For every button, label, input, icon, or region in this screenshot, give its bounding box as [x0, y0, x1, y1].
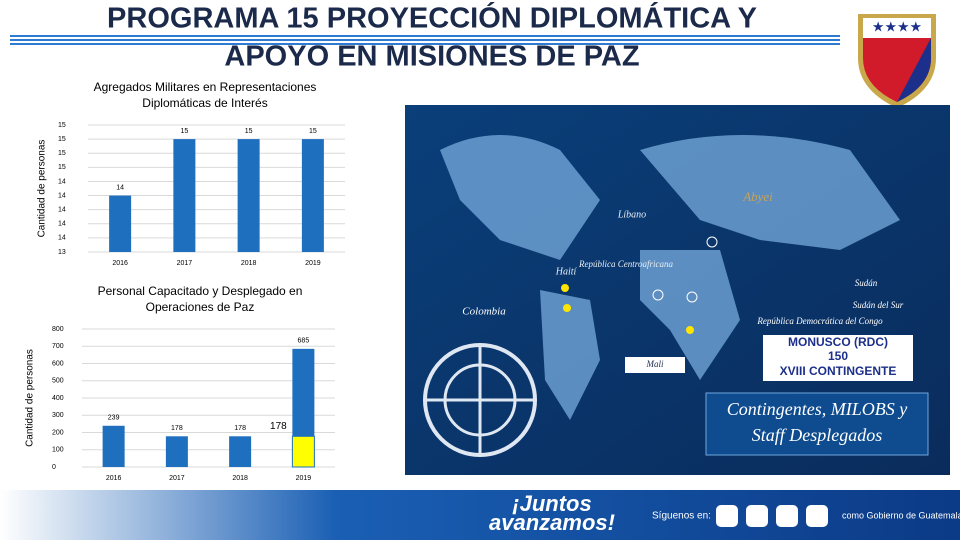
chart-title: Operaciones de Paz [146, 300, 255, 314]
follow-text: Síguenos en: [652, 511, 711, 522]
y-tick-label: 13 [58, 249, 66, 256]
y-tick-label: 200 [52, 429, 64, 436]
title: APOYO EN MISIONES DE PAZ [224, 41, 639, 73]
y-tick-label: 14 [58, 235, 66, 242]
map-caption: Contingentes, MILOBS y [727, 399, 907, 419]
y-tick-label: 800 [52, 326, 64, 333]
map-label: Abyei [742, 189, 773, 204]
y-tick-label: 500 [52, 378, 64, 385]
y-tick-label: 14 [58, 192, 66, 199]
y-tick-label: 600 [52, 360, 64, 367]
map-label: República Democrática del Congo [756, 316, 883, 326]
y-tick-label: 14 [58, 178, 66, 185]
y-tick-label: 300 [52, 412, 64, 419]
y-axis-label: Cantidad de personas [37, 140, 48, 238]
map-label: Haití [555, 266, 578, 277]
bar [301, 139, 324, 252]
x-tick-label: 2016 [106, 475, 122, 482]
data-label: 15 [309, 128, 317, 135]
map-label: Sudán [855, 278, 878, 288]
x-tick-label: 2018 [241, 260, 257, 267]
monusco-text: MONUSCO (RDC) [788, 335, 888, 349]
slogan: avanzamos! [489, 510, 615, 535]
bar [229, 436, 252, 467]
header-lines [10, 35, 840, 45]
data-label: 239 [108, 415, 120, 422]
y-tick-label: 400 [52, 395, 64, 402]
x-tick-label: 2017 [169, 475, 185, 482]
map-label: Colombia [462, 306, 506, 318]
bar [109, 195, 132, 252]
footer-band [0, 490, 960, 540]
chart-title: Agregados Militares en Representaciones [94, 80, 317, 94]
data-label: 14 [116, 184, 124, 191]
map-label: República Centroafricana [578, 259, 673, 269]
y-tick-label: 15 [58, 136, 66, 143]
map-caption: Staff Desplegados [752, 425, 883, 445]
x-tick-label: 2019 [305, 260, 321, 267]
monusco-text: 150 [828, 349, 848, 363]
y-tick-label: 15 [58, 122, 66, 129]
y-tick-label: 100 [52, 447, 64, 454]
x-tick-label: 2016 [112, 260, 128, 267]
bar [173, 139, 196, 252]
data-label: 15 [180, 128, 188, 135]
x-tick-label: 2018 [232, 475, 248, 482]
data-label: 178 [171, 425, 183, 432]
y-axis-label: Cantidad de personas [25, 349, 36, 447]
chart-title: Personal Capacitado y Desplegado en [98, 284, 303, 298]
map-panel [405, 105, 950, 475]
account-text: como Gobierno de Guatemala [842, 510, 960, 520]
bar [291, 435, 315, 468]
chart-title: Diplomáticas de Interés [142, 96, 267, 110]
y-tick-label: 0 [52, 464, 56, 471]
map-label: Sudán del Sur [853, 300, 904, 310]
y-tick-label: 700 [52, 343, 64, 350]
bar [102, 425, 125, 467]
data-label: 685 [298, 338, 310, 345]
svg-text:★★★★: ★★★★ [872, 19, 922, 35]
slogan: ¡Juntos [512, 491, 591, 516]
social-icons[interactable] [716, 505, 828, 527]
emblem: ★★★★ [858, 14, 936, 108]
x-tick-label: 2017 [177, 260, 193, 267]
data-label: 178 [234, 425, 246, 432]
y-tick-label: 14 [58, 221, 66, 228]
data-label: 178 [270, 421, 287, 432]
map-label: Líbano [617, 209, 646, 220]
y-tick-label: 15 [58, 150, 66, 157]
title: PROGRAMA 15 PROYECCIÓN DIPLOMÁTICA Y [107, 1, 757, 35]
bar [237, 139, 260, 252]
y-tick-label: 14 [58, 207, 66, 214]
x-tick-label: 2019 [296, 475, 312, 482]
monusco-text: XVIII CONTINGENTE [780, 364, 897, 378]
y-tick-label: 15 [58, 164, 66, 171]
data-label: 15 [245, 128, 253, 135]
map-label: Mali [646, 359, 664, 369]
bar [165, 436, 188, 467]
